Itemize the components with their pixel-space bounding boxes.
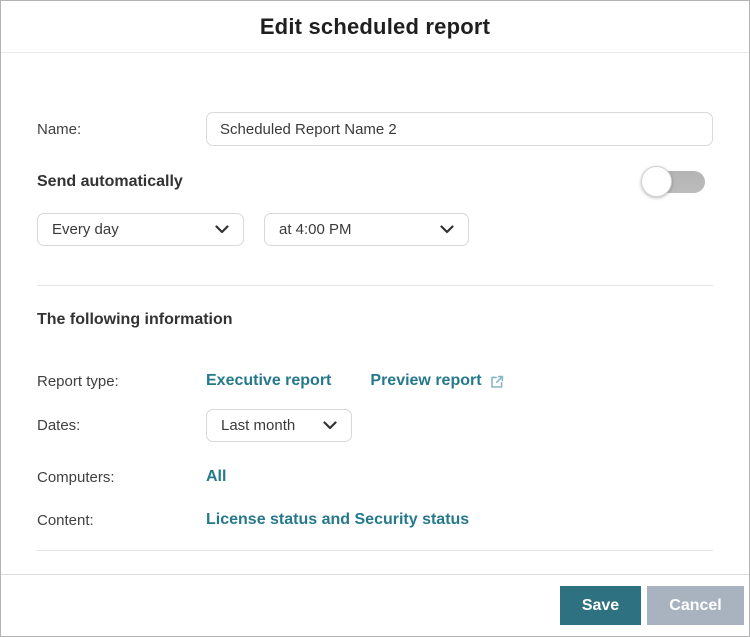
cancel-button[interactable]: Cancel	[647, 586, 744, 625]
chevron-down-icon	[440, 225, 454, 234]
dates-row: Dates: Last month	[37, 409, 713, 442]
time-select-value: at 4:00 PM	[279, 221, 352, 238]
preview-report-label: Preview report	[370, 372, 482, 389]
report-type-label: Report type:	[37, 372, 119, 390]
report-type-link[interactable]: Executive report	[206, 372, 332, 389]
dates-select[interactable]: Last month	[206, 409, 352, 442]
computers-label: Computers:	[37, 468, 115, 486]
content-link[interactable]: License status and Security status	[206, 511, 470, 528]
dialog-header: Edit scheduled report	[1, 1, 749, 53]
name-input[interactable]	[206, 112, 713, 146]
dates-label: Dates:	[37, 417, 81, 434]
send-automatically-label: Send automatically	[37, 172, 183, 190]
schedule-selects-row: Every day at 4:00 PM	[37, 213, 713, 246]
bottom-divider	[37, 550, 713, 551]
content-row: Content: License status and Security sta…	[37, 511, 713, 529]
computers-link[interactable]: All	[206, 468, 227, 485]
time-select[interactable]: at 4:00 PM	[264, 213, 469, 246]
chevron-down-icon	[323, 421, 337, 430]
dialog-footer: Save Cancel	[1, 574, 749, 636]
frequency-select[interactable]: Every day	[37, 213, 244, 246]
save-button[interactable]: Save	[560, 586, 641, 625]
send-automatically-toggle[interactable]	[641, 165, 705, 198]
send-automatically-row: Send automatically	[37, 165, 713, 198]
dialog-body: Name: Send automatically Every day at 4:…	[1, 53, 749, 574]
chevron-down-icon	[215, 225, 229, 234]
computers-row: Computers: All	[37, 468, 713, 486]
content-label: Content:	[37, 511, 94, 529]
frequency-select-value: Every day	[52, 221, 119, 238]
preview-report-link[interactable]: Preview report	[370, 372, 504, 390]
toggle-knob	[641, 165, 672, 197]
dialog-title: Edit scheduled report	[259, 13, 491, 39]
dates-select-value: Last month	[221, 417, 296, 434]
name-label: Name:	[37, 120, 82, 138]
section-heading: The following information	[37, 311, 233, 328]
report-type-row: Report type: Executive report Preview re…	[37, 372, 713, 390]
name-row: Name:	[37, 112, 713, 146]
external-link-icon	[490, 375, 503, 388]
section-divider	[37, 285, 713, 286]
